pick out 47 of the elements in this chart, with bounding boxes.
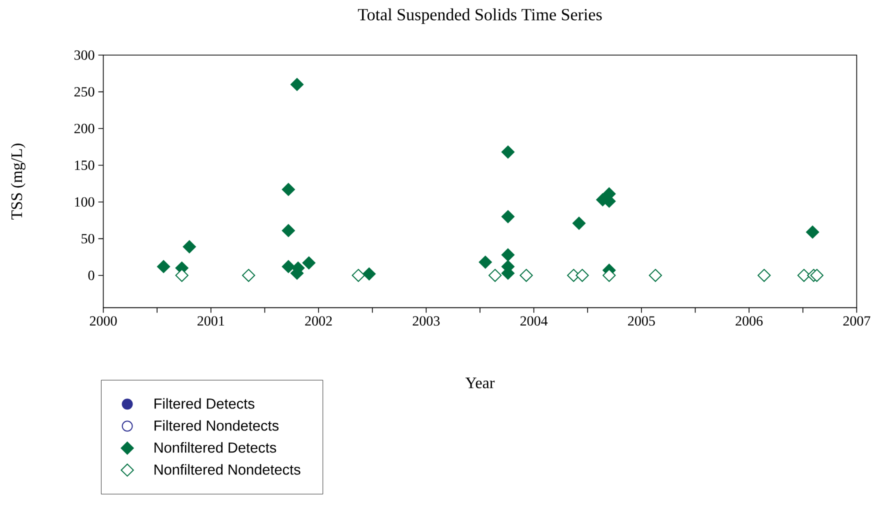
x-tick-label: 2002 — [305, 316, 332, 326]
point — [806, 226, 820, 239]
point — [156, 260, 170, 274]
y-tick-label: 200 — [74, 124, 94, 134]
point — [501, 248, 515, 262]
point — [797, 268, 811, 282]
y-tick-label: 300 — [74, 50, 94, 60]
point — [572, 216, 586, 230]
point — [758, 268, 771, 282]
legend-label: Nonfiltered Nondetects — [154, 464, 300, 475]
point — [810, 268, 824, 282]
point — [242, 268, 256, 282]
y-tick-label: 150 — [75, 160, 94, 170]
point — [290, 78, 304, 91]
point — [302, 256, 316, 270]
y-axis-title: TSS (mg/L) — [10, 144, 26, 220]
point — [352, 268, 365, 282]
point — [282, 182, 295, 196]
x-tick-label: 2006 — [736, 316, 763, 326]
point — [362, 267, 376, 280]
x-tick-label: 2007 — [843, 316, 870, 326]
point — [175, 268, 188, 282]
legend-label: Nonfiltered Detects — [154, 442, 276, 453]
x-tick-label: 2005 — [628, 316, 655, 326]
x-tick-label: 2001 — [198, 316, 224, 326]
point — [488, 268, 502, 282]
legend-label: Filtered Detects — [154, 398, 254, 409]
x-tick-label: 2004 — [520, 316, 548, 326]
point — [501, 146, 515, 159]
point — [282, 224, 295, 238]
point — [478, 256, 492, 269]
point — [576, 268, 589, 282]
x-tick-label: 2000 — [90, 316, 117, 326]
x-axis-title: Year — [465, 378, 495, 388]
point — [648, 268, 662, 282]
x-tick-label: 2003 — [412, 316, 440, 326]
chart-title: Total Suspended Solids Time Series — [358, 8, 602, 24]
y-tick-label: 50 — [82, 234, 94, 244]
y-tick-label: 0 — [88, 270, 94, 280]
y-tick-label: 100 — [75, 197, 94, 207]
legend-label: Filtered Nondetects — [154, 420, 279, 431]
point — [282, 260, 295, 274]
point — [182, 240, 196, 254]
point — [501, 210, 515, 224]
y-tick-label: 250 — [74, 87, 94, 97]
point — [602, 268, 616, 282]
point — [520, 268, 533, 282]
